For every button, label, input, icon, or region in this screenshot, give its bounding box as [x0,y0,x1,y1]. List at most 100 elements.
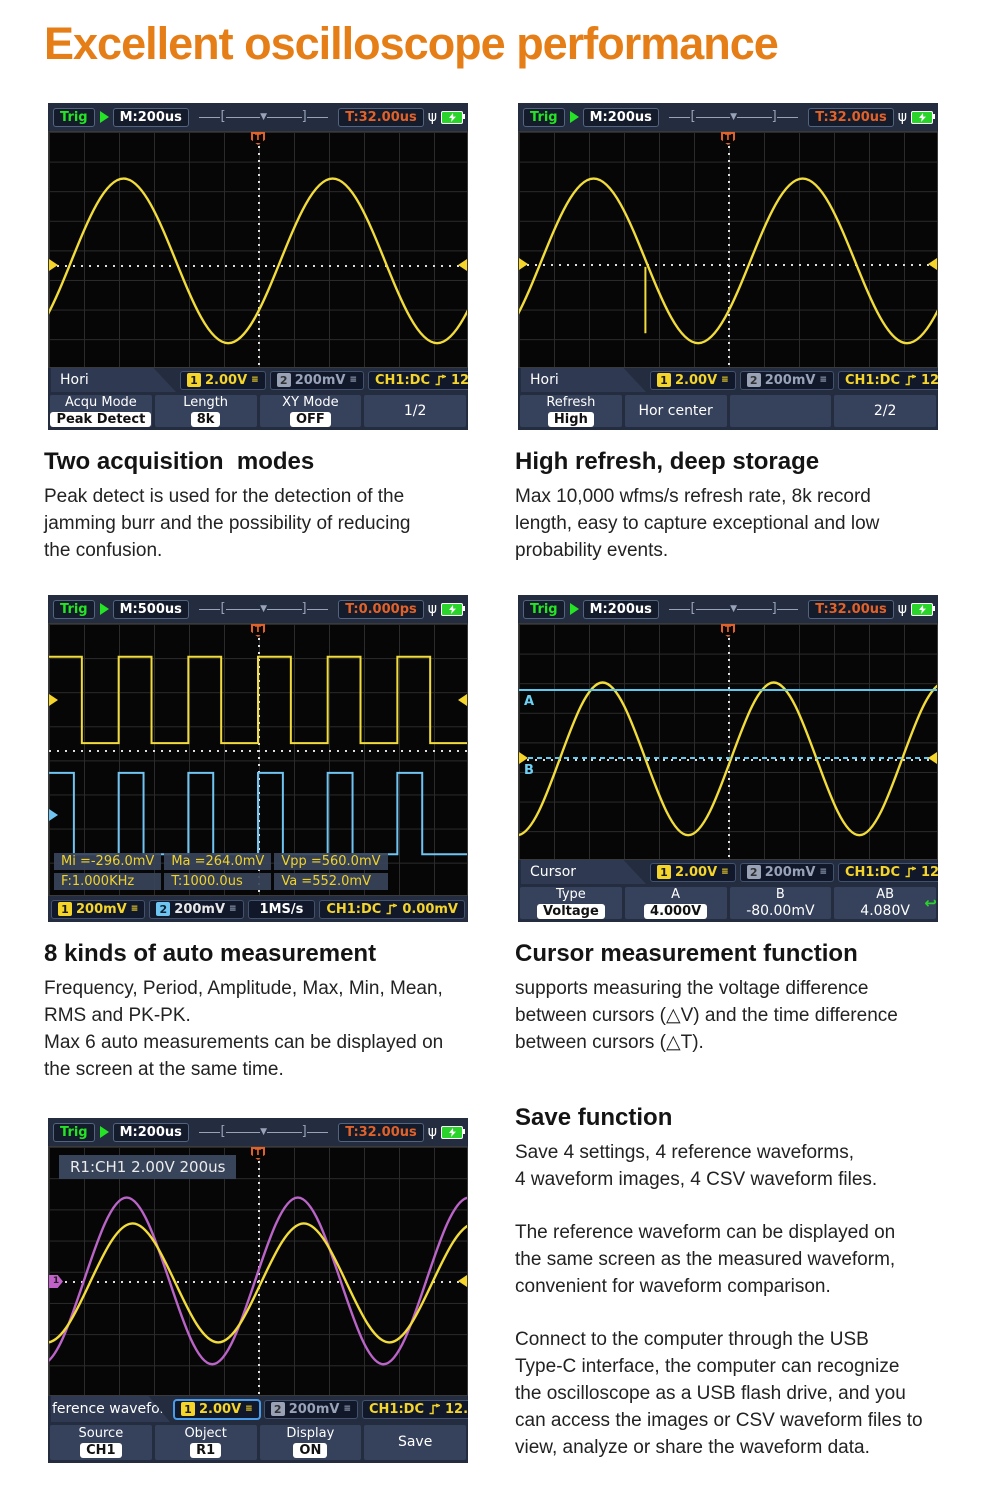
menu-cursor-type[interactable]: Type Voltage [520,887,622,919]
back-icon[interactable]: ↩ [924,894,937,912]
horizontal-position-slider[interactable]: [▼] [668,110,799,123]
active-menu-label: Hori [51,368,176,392]
timebase-readout: M:500us [112,599,189,619]
slider-pointer-icon: ▼ [260,111,268,122]
dc-coupling-icon: ≡ [721,867,729,877]
menu-length[interactable]: Length 8k [154,395,257,427]
graticule: R1:CH1 2.00V 200us T 1 [48,1146,468,1396]
timebase-readout: M:200us [582,107,659,127]
rising-edge-icon [435,374,446,386]
trigger-position-marker: T [251,132,265,145]
usb-icon: ψ [897,109,907,125]
channel2-readout: 2 200mV ≡ [263,1399,358,1419]
trigger-time-readout: T:32.00us [808,599,894,619]
slider-left-bracket: [ [220,601,226,616]
softkey-menu: Acqu Mode Peak Detect Length 8k XY Mode OFF… [48,392,468,430]
cursor-a-line[interactable] [519,689,937,691]
slider-left-bracket: [ [690,601,696,616]
section-cursor-measurement: Cursor measurement function supports mea… [515,940,985,1082]
timebase-readout: M:200us [112,107,189,127]
scope-header: Trig M:200us [▼] T:32.00us ψ [48,103,468,131]
center-vertical-dotted-line [728,132,730,367]
slider-right-bracket: ] [301,1124,307,1139]
measurement-max: Ma =264.0mV [164,853,272,870]
slider-pointer-icon: ▼ [730,111,738,122]
battery-icon [441,1125,465,1139]
section-body: supports measuring the voltage differenc… [515,978,898,1053]
graticule: T Mi =-296.0mV Ma =264.0mV Vpp =560.0mV … [48,623,468,896]
trigger-time-readout: T:32.00us [808,107,894,127]
dc-coupling-icon: ≡ [251,375,259,385]
scope-screenshot-reference-waveform: Trig M:200us [▼] T:32.00us ψ R1:CH1 2.00… [48,1118,468,1463]
menu-page-indicator[interactable]: 1/2 [364,395,466,427]
slider-left-bracket: [ [220,1124,226,1139]
dc-coupling-icon: ≡ [343,1404,351,1414]
channel2-readout: 2 200mV ≡ [739,370,834,390]
horizontal-position-slider[interactable]: [▼] [198,601,329,616]
trigger-level-dotted-line [519,264,937,266]
center-vertical-dotted-line [258,624,260,895]
trigger-level-dotted-line [519,759,937,761]
slider-right-bracket: ] [301,601,307,616]
menu-refresh[interactable]: Refresh High [520,395,622,427]
graticule: T [518,131,938,368]
scope-screenshot-cursor-measurement: Trig M:200us [▼] T:32.00us ψ A B T Curso… [518,595,938,922]
slider-left-bracket: [ [220,109,226,124]
scope-header: Trig M:200us [▼] T:32.00us ψ [48,1118,468,1146]
lightning-bolt-icon [918,604,926,614]
horizontal-position-slider[interactable]: [▼] [198,1124,329,1139]
dc-coupling-icon: ≡ [245,1404,253,1414]
slider-right-bracket: ] [771,601,777,616]
section-auto-measurement: 8 kinds of auto measurement Frequency, P… [44,940,509,1109]
horizontal-position-slider[interactable]: [ ▼] [198,109,329,124]
softkey-menu: Type Voltage A 4.000V B -80.00mV AB 4.080V ↩ [518,884,938,922]
menu-cursor-a[interactable]: A 4.000V [624,887,727,919]
dc-coupling-icon: ≡ [721,375,729,385]
square-waveforms [49,655,467,856]
measurement-va: Va =552.0mV [274,873,388,890]
sine-waveform [519,681,937,837]
trigger-level-arrow-right [458,1275,467,1287]
run-play-icon [99,603,109,615]
lightning-bolt-icon [448,604,456,614]
channel1-readout: 1 2.00V ≡ [650,370,736,390]
ch1-badge: 1 [181,1402,195,1416]
section-two-acquisition-modes: Two acquisition modes Peak detect is use… [44,448,499,590]
section-heading: 8 kinds of auto measurement [44,940,377,967]
ch1-badge: 1 [657,865,671,879]
trigger-level-arrow-right [458,259,467,271]
reference-waveform-r1 [49,1196,467,1366]
page-title: Excellent oscilloscope performance [44,18,779,69]
trigger-level-arrow-right [928,258,937,270]
menu-acqu-mode[interactable]: Acqu Mode Peak Detect [50,395,152,427]
menu-save-button[interactable]: Save [364,1425,466,1460]
status-bar: 1 200mV ≡ 2 200mV ≡ 1MS/s CH1:DC 0.00mV [48,896,468,922]
usb-icon: ψ [427,109,437,125]
menu-source[interactable]: Source CH1 [50,1425,152,1460]
ch1-badge: 1 [58,902,72,916]
scope-header: Trig M:200us [▼] T:32.00us ψ [518,103,938,131]
trigger-level-dotted-line [49,265,467,267]
scope-header: Trig M:500us [▼] T:0.000ps ψ [48,595,468,623]
cursor-b-line[interactable] [519,757,937,759]
ch1-badge: 1 [657,373,671,387]
dc-coupling-icon: ≡ [819,867,827,877]
menu-object[interactable]: Object R1 [154,1425,257,1460]
measurement-min: Mi =-296.0mV [54,853,162,870]
battery-icon [441,602,465,616]
menu-page-indicator[interactable]: 2/2 [834,395,936,427]
menu-empty[interactable] [729,395,832,427]
horizontal-position-slider[interactable]: [▼] [668,601,799,616]
menu-display[interactable]: Display ON [259,1425,362,1460]
section-body: Connect to the computer through the USB … [515,1329,923,1458]
ch1-position-marker: 1 [49,1275,63,1288]
measurement-period: T:1000.0us [164,873,272,890]
slider-right-bracket: ] [301,109,307,124]
sine-waveform-with-glitch [519,177,937,345]
menu-cursor-b[interactable]: B -80.00mV [729,887,832,919]
menu-hor-center[interactable]: Hor center [624,395,727,427]
menu-cursor-ab[interactable]: AB 4.080V [834,887,936,919]
trigger-status-label: Trig [53,1122,95,1142]
menu-xy-mode[interactable]: XY Mode OFF [259,395,362,427]
